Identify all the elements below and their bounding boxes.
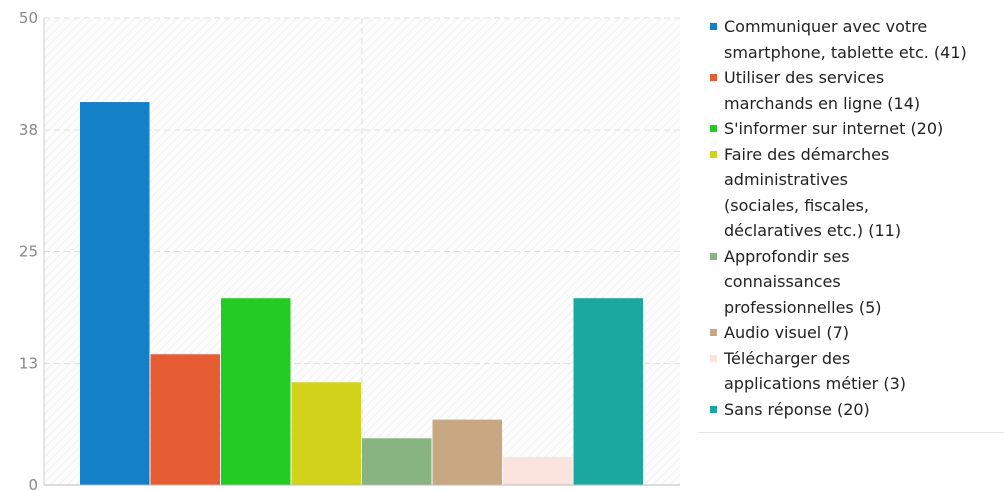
legend: Communiquer avec votre smartphone, tablet… <box>698 14 1004 433</box>
legend-swatch <box>710 74 717 81</box>
legend-label: Communiquer avec votre <box>724 17 928 36</box>
bar[interactable] <box>291 382 362 485</box>
legend-swatch <box>710 125 717 132</box>
legend-item[interactable]: Communiquer avec votre smartphone, tablet… <box>698 14 1004 65</box>
y-axis-ticks: 0 13 25 38 50 <box>19 9 38 491</box>
y-tick-label: 38 <box>19 121 38 139</box>
legend-item[interactable]: Sans réponse (20) <box>698 397 1004 423</box>
legend-label: déclaratives etc.) (11) <box>724 221 902 240</box>
legend-label: administratives <box>724 170 848 189</box>
legend-label: Utiliser des services <box>724 68 885 87</box>
legend-item[interactable]: Approfondir ses connaissances professionne… <box>698 244 1004 321</box>
legend-label: smartphone, tablette etc. (41) <box>724 42 967 62</box>
legend-label: Audio visuel (7) <box>724 323 849 342</box>
legend-swatch <box>710 150 717 158</box>
legend-label: professionnelles (5) <box>724 297 882 317</box>
legend-label: Sans réponse (20) <box>724 399 870 419</box>
legend-label: (sociales, fiscales, <box>724 195 869 215</box>
bar[interactable] <box>80 102 150 485</box>
y-tick-label: 0 <box>28 476 38 491</box>
y-tick-label: 50 <box>19 9 38 27</box>
legend-label: marchands en ligne (14) <box>724 93 921 113</box>
legend-item[interactable]: Faire des démarches administratives (socia… <box>698 142 1004 244</box>
y-tick-label: 13 <box>19 355 38 373</box>
legend-swatch <box>710 23 717 30</box>
legend-item[interactable]: Audio visuel (7) <box>698 320 1004 346</box>
bars-group <box>80 102 643 485</box>
bar-chart: 0 13 25 38 50 <box>19 9 680 491</box>
legend-swatch <box>710 329 717 336</box>
legend-item[interactable]: Télécharger des applications métier (3) <box>698 346 1004 397</box>
legend-swatch <box>710 405 717 413</box>
bar[interactable] <box>573 298 644 485</box>
legend-label: S'informer sur internet (20) <box>724 119 944 138</box>
legend-item[interactable]: Utiliser des services marchands en ligne … <box>698 65 1004 116</box>
bar[interactable] <box>362 438 432 485</box>
bar[interactable] <box>221 298 291 485</box>
legend-swatch <box>710 252 717 260</box>
legend-label: Faire des démarches <box>724 144 890 164</box>
bar[interactable] <box>150 354 221 485</box>
legend-swatch <box>710 354 717 362</box>
legend-label: Approfondir ses <box>724 246 850 266</box>
y-tick-label: 25 <box>19 243 38 261</box>
legend-label: Télécharger des <box>724 348 851 368</box>
bar[interactable] <box>432 419 503 485</box>
bar[interactable] <box>503 456 573 485</box>
legend-label: connaissances <box>724 272 841 291</box>
legend-item[interactable]: S'informer sur internet (20) <box>698 116 1004 142</box>
legend-label: applications métier (3) <box>724 374 906 393</box>
